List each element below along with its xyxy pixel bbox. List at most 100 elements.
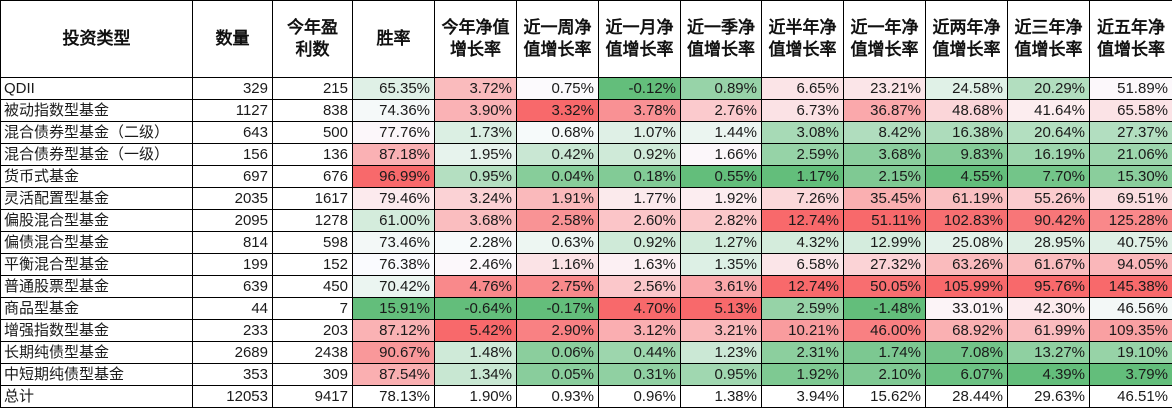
cell-1y: 23.21% [844, 78, 926, 100]
cell-type: 商品型基金 [1, 298, 193, 320]
cell-ytd: 3.90% [435, 100, 517, 122]
cell-5y: 125.28% [1090, 210, 1172, 232]
cell-count: 44 [193, 298, 273, 320]
cell-1m: 2.60% [599, 210, 681, 232]
cell-6m: 6.58% [762, 254, 844, 276]
cell-ytd: 1.48% [435, 342, 517, 364]
cell-ytd: 2.28% [435, 232, 517, 254]
cell-1w: -0.17% [517, 298, 599, 320]
cell-3y: 55.26% [1008, 188, 1090, 210]
cell-2y: 9.83% [926, 144, 1008, 166]
cell-profit-count: 676 [273, 166, 353, 188]
cell-ytd: 0.95% [435, 166, 517, 188]
cell-type: 偏债混合型基金 [1, 232, 193, 254]
cell-1w: 0.04% [517, 166, 599, 188]
cell-1y: 15.62% [844, 386, 926, 408]
cell-profit-count: 1617 [273, 188, 353, 210]
cell-profit-count: 838 [273, 100, 353, 122]
cell-win-rate: 87.12% [353, 320, 435, 342]
cell-profit-count: 500 [273, 122, 353, 144]
cell-3y: 61.67% [1008, 254, 1090, 276]
cell-profit-count: 1278 [273, 210, 353, 232]
cell-1y: 35.45% [844, 188, 926, 210]
cell-3y: 7.70% [1008, 166, 1090, 188]
cell-2y: 25.08% [926, 232, 1008, 254]
cell-win-rate: 96.99% [353, 166, 435, 188]
cell-profit-count: 203 [273, 320, 353, 342]
cell-win-rate: 73.46% [353, 232, 435, 254]
cell-2y: 33.01% [926, 298, 1008, 320]
cell-type: 增强指数型基金 [1, 320, 193, 342]
cell-1q: 0.95% [681, 364, 762, 386]
cell-1m: 0.31% [599, 364, 681, 386]
cell-1w: 1.91% [517, 188, 599, 210]
cell-win-rate: 61.00% [353, 210, 435, 232]
cell-1q: 1.38% [681, 386, 762, 408]
cell-3y: 42.30% [1008, 298, 1090, 320]
header-5y: 近五年净值增长率 [1090, 1, 1172, 78]
cell-2y: 102.83% [926, 210, 1008, 232]
cell-ytd: 3.24% [435, 188, 517, 210]
cell-win-rate: 78.13% [353, 386, 435, 408]
cell-win-rate: 87.54% [353, 364, 435, 386]
cell-6m: 3.94% [762, 386, 844, 408]
cell-1y: 36.87% [844, 100, 926, 122]
cell-win-rate: 77.76% [353, 122, 435, 144]
cell-1q: 1.23% [681, 342, 762, 364]
cell-6m: 3.08% [762, 122, 844, 144]
cell-count: 643 [193, 122, 273, 144]
cell-1y: 1.74% [844, 342, 926, 364]
cell-3y: 28.95% [1008, 232, 1090, 254]
cell-win-rate: 70.42% [353, 276, 435, 298]
cell-type: 货币式基金 [1, 166, 193, 188]
cell-1q: 0.89% [681, 78, 762, 100]
header-win-rate: 胜率 [353, 1, 435, 78]
cell-1y: 12.99% [844, 232, 926, 254]
cell-1m: 4.70% [599, 298, 681, 320]
cell-type: 总计 [1, 386, 193, 408]
cell-6m: 6.65% [762, 78, 844, 100]
cell-5y: 19.10% [1090, 342, 1172, 364]
cell-ytd: 1.90% [435, 386, 517, 408]
cell-1q: 1.27% [681, 232, 762, 254]
cell-6m: 7.26% [762, 188, 844, 210]
cell-1w: 0.93% [517, 386, 599, 408]
cell-type: QDII [1, 78, 193, 100]
cell-5y: 40.75% [1090, 232, 1172, 254]
cell-2y: 48.68% [926, 100, 1008, 122]
header-6m: 近半年净值增长率 [762, 1, 844, 78]
cell-5y: 46.51% [1090, 386, 1172, 408]
cell-1y: 3.68% [844, 144, 926, 166]
cell-type: 长期纯债型基金 [1, 342, 193, 364]
cell-win-rate: 74.36% [353, 100, 435, 122]
cell-6m: 12.74% [762, 276, 844, 298]
cell-3y: 20.29% [1008, 78, 1090, 100]
cell-1w: 2.90% [517, 320, 599, 342]
header-1q: 近一季净值增长率 [681, 1, 762, 78]
cell-3y: 20.64% [1008, 122, 1090, 144]
cell-2y: 61.19% [926, 188, 1008, 210]
cell-2y: 24.58% [926, 78, 1008, 100]
cell-profit-count: 450 [273, 276, 353, 298]
cell-1q: 2.82% [681, 210, 762, 232]
cell-1m: 0.18% [599, 166, 681, 188]
cell-1w: 0.42% [517, 144, 599, 166]
cell-5y: 65.58% [1090, 100, 1172, 122]
cell-type: 被动指数型基金 [1, 100, 193, 122]
cell-3y: 95.76% [1008, 276, 1090, 298]
cell-profit-count: 152 [273, 254, 353, 276]
cell-1m: 0.96% [599, 386, 681, 408]
cell-1w: 3.32% [517, 100, 599, 122]
cell-count: 156 [193, 144, 273, 166]
cell-1w: 0.05% [517, 364, 599, 386]
cell-6m: 1.92% [762, 364, 844, 386]
cell-1w: 0.63% [517, 232, 599, 254]
